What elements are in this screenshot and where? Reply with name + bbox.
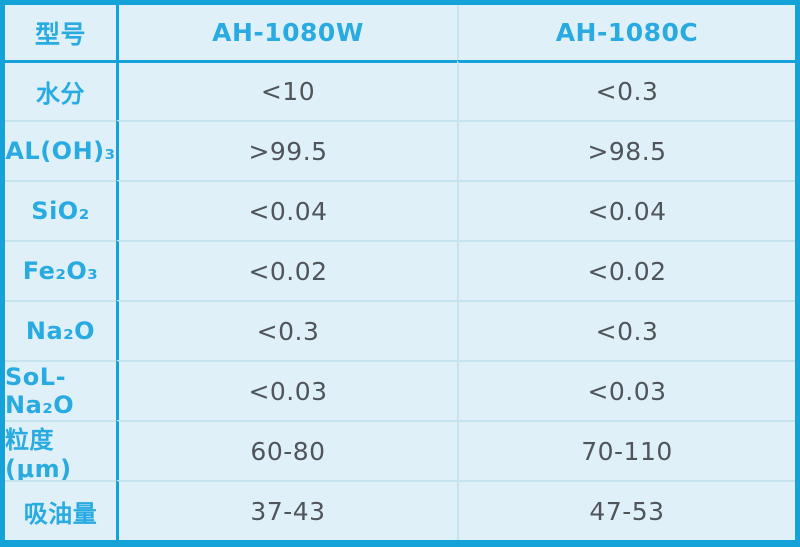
- cell-value: 37-43: [250, 496, 326, 526]
- cell-particle-size-ah-1080w: 60-80: [116, 420, 457, 480]
- cell-moisture-ah-1080w: <10: [116, 60, 457, 120]
- cell-value: <10: [260, 77, 316, 106]
- cell-value: >98.5: [587, 136, 667, 166]
- row-label-sio2: SiO₂: [5, 180, 116, 240]
- row-label-text: 粒度(μm): [5, 425, 72, 481]
- header-cell-ah-1080w: AH-1080W: [116, 5, 457, 60]
- cell-fe2o3-ah-1080w: <0.02: [116, 240, 457, 300]
- row-label-text: 水分: [36, 80, 85, 108]
- cell-value: <0.03: [587, 376, 667, 406]
- cell-value: <0.02: [587, 256, 667, 286]
- cell-oil-absorption-ah-1080w: 37-43: [116, 480, 457, 540]
- row-label-text: Na₂O: [25, 317, 96, 345]
- cell-value: <0.04: [587, 196, 667, 226]
- header-cell-model-label: 型号: [5, 5, 116, 60]
- cell-value: <0.3: [256, 316, 320, 346]
- cell-value: <0.3: [595, 77, 659, 106]
- cell-aloh3-ah-1080c: >98.5: [457, 120, 795, 180]
- cell-moisture-ah-1080c: <0.3: [457, 60, 795, 120]
- column-header-model: 型号: [34, 19, 86, 49]
- column-header-ah-1080c: AH-1080C: [555, 18, 699, 47]
- cell-fe2o3-ah-1080c: <0.02: [457, 240, 795, 300]
- cell-sol-na2o-ah-1080c: <0.03: [457, 360, 795, 420]
- cell-value: <0.04: [248, 196, 328, 226]
- row-label-text: 吸油量: [23, 499, 98, 528]
- cell-value: 47-53: [589, 496, 665, 526]
- spec-table-grid: 型号 AH-1080W AH-1080C 水分 <10 <0.3 AL(OH)₃…: [5, 5, 795, 540]
- cell-oil-absorption-ah-1080c: 47-53: [457, 480, 795, 540]
- row-label-na2o: Na₂O: [5, 300, 116, 360]
- cell-sio2-ah-1080w: <0.04: [116, 180, 457, 240]
- row-label-text: Fe₂O₃: [22, 257, 99, 285]
- row-label-text: SoL-Na₂O: [5, 363, 75, 419]
- cell-na2o-ah-1080c: <0.3: [457, 300, 795, 360]
- cell-aloh3-ah-1080w: >99.5: [116, 120, 457, 180]
- cell-value: >99.5: [248, 136, 328, 166]
- row-label-sol-na2o: SoL-Na₂O: [5, 360, 116, 420]
- cell-particle-size-ah-1080c: 70-110: [457, 420, 795, 480]
- row-label-text: SiO₂: [31, 197, 90, 225]
- cell-sol-na2o-ah-1080w: <0.03: [116, 360, 457, 420]
- cell-value: 70-110: [581, 436, 673, 466]
- column-header-ah-1080w: AH-1080W: [212, 18, 364, 47]
- cell-value: <0.3: [595, 316, 659, 346]
- row-label-moisture: 水分: [5, 60, 116, 120]
- cell-na2o-ah-1080w: <0.3: [116, 300, 457, 360]
- cell-value: 60-80: [250, 436, 326, 466]
- row-label-oil-absorption: 吸油量: [5, 480, 116, 540]
- row-label-text: AL(OH)₃: [5, 137, 116, 165]
- cell-value: <0.03: [248, 376, 328, 406]
- cell-value: <0.02: [248, 256, 328, 286]
- cell-sio2-ah-1080c: <0.04: [457, 180, 795, 240]
- header-cell-ah-1080c: AH-1080C: [457, 5, 795, 60]
- row-label-aloh3: AL(OH)₃: [5, 120, 116, 180]
- row-label-fe2o3: Fe₂O₃: [5, 240, 116, 300]
- row-label-particle-size: 粒度(μm): [5, 420, 116, 480]
